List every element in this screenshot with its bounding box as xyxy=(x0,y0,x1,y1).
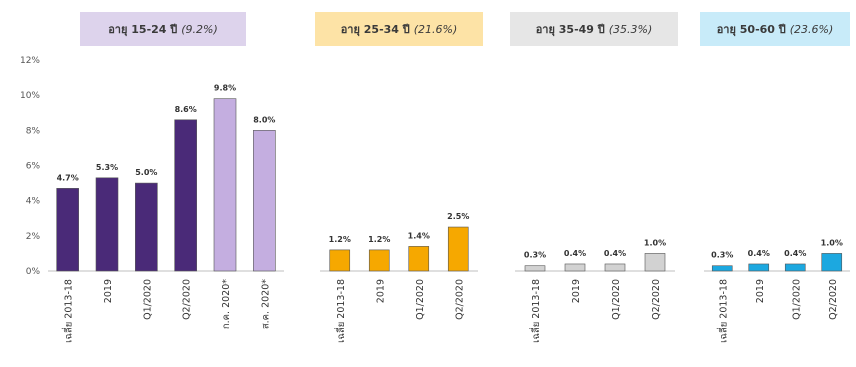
bar xyxy=(821,253,843,272)
x-tick-label: Q2/2020 xyxy=(828,279,839,320)
x-tick-label: Q2/2020 xyxy=(182,279,193,320)
y-tick-label: 4% xyxy=(26,197,41,207)
x-tick-label: 2019 xyxy=(375,279,386,303)
y-tick-label: 12% xyxy=(20,56,40,66)
data-label: 4.7% xyxy=(57,173,79,182)
y-tick-label: 10% xyxy=(20,91,40,101)
group-title: อายุ 25-34 ปี xyxy=(340,23,410,36)
x-tick-label: ก.ค. 2020* xyxy=(221,279,232,329)
bar xyxy=(644,253,666,272)
x-tick-label: 2019 xyxy=(755,279,766,303)
y-tick-label: 8% xyxy=(26,126,41,136)
group-header-age-50-60: อายุ 50-60 ปี (23.6%) xyxy=(700,12,850,46)
bar xyxy=(253,130,276,272)
data-label: 9.8% xyxy=(214,84,236,93)
data-label: 2.5% xyxy=(447,212,469,221)
data-label: 1.4% xyxy=(408,231,430,240)
group-header-age-15-24: อายุ 15-24 ปี (9.2%) xyxy=(80,12,246,46)
x-tick-label: Q1/2020 xyxy=(142,279,153,320)
data-label: 0.4% xyxy=(604,249,626,258)
x-tick-label: ส.ค. 2020* xyxy=(260,279,271,329)
group-title: อายุ 50-60 ปี xyxy=(716,23,786,36)
x-tick-label: Q1/2020 xyxy=(611,279,622,320)
x-tick-label: 2019 xyxy=(571,279,582,303)
data-label: 0.4% xyxy=(748,249,770,258)
data-label: 1.2% xyxy=(368,235,390,244)
bar xyxy=(95,177,119,272)
group-share: (23.6%) xyxy=(789,22,834,36)
x-tick-label: 2019 xyxy=(103,279,114,303)
x-tick-label: เฉลี่ย 2013-18 xyxy=(716,279,729,343)
bar xyxy=(447,226,469,272)
x-tick-label: เฉลี่ย 2013-18 xyxy=(334,279,347,343)
data-label: 8.0% xyxy=(253,115,275,124)
bar xyxy=(368,249,390,272)
data-label: 1.0% xyxy=(821,238,843,247)
bar xyxy=(329,249,351,272)
group-title: อายุ 35-49 ปี xyxy=(535,23,605,36)
bar xyxy=(564,263,586,272)
bar xyxy=(748,263,770,272)
y-tick-label: 2% xyxy=(26,232,41,242)
x-tick-label: เฉลี่ย 2013-18 xyxy=(62,279,75,343)
bar xyxy=(711,265,733,272)
data-label: 0.3% xyxy=(711,251,733,260)
bar xyxy=(408,246,430,272)
bar xyxy=(784,263,806,272)
bar xyxy=(524,265,546,272)
x-tick-label: Q1/2020 xyxy=(791,279,802,320)
data-label: 8.6% xyxy=(175,105,197,114)
data-label: 5.0% xyxy=(135,168,157,177)
data-label: 0.3% xyxy=(524,251,546,260)
bar xyxy=(604,263,626,272)
x-tick-label: Q1/2020 xyxy=(415,279,426,320)
bar xyxy=(56,188,79,272)
group-title: อายุ 15-24 ปี xyxy=(108,23,178,36)
group-share: (9.2%) xyxy=(181,22,218,36)
data-label: 0.4% xyxy=(784,249,806,258)
group-share: (21.6%) xyxy=(413,22,458,36)
data-label: 1.0% xyxy=(644,238,666,247)
data-label: 0.4% xyxy=(564,249,586,258)
group-header-age-35-49: อายุ 35-49 ปี (35.3%) xyxy=(510,12,678,46)
x-tick-label: Q2/2020 xyxy=(454,279,465,320)
y-tick-label: 6% xyxy=(26,162,41,172)
data-label: 5.3% xyxy=(96,163,118,172)
x-tick-label: Q2/2020 xyxy=(651,279,662,320)
data-label: 1.2% xyxy=(329,235,351,244)
group-share: (35.3%) xyxy=(608,22,653,36)
x-tick-label: เฉลี่ย 2013-18 xyxy=(529,279,542,343)
group-header-age-25-34: อายุ 25-34 ปี (21.6%) xyxy=(315,12,483,46)
y-tick-label: 0% xyxy=(26,267,41,277)
bar xyxy=(135,182,158,272)
bar xyxy=(213,98,237,272)
bar xyxy=(174,119,197,272)
